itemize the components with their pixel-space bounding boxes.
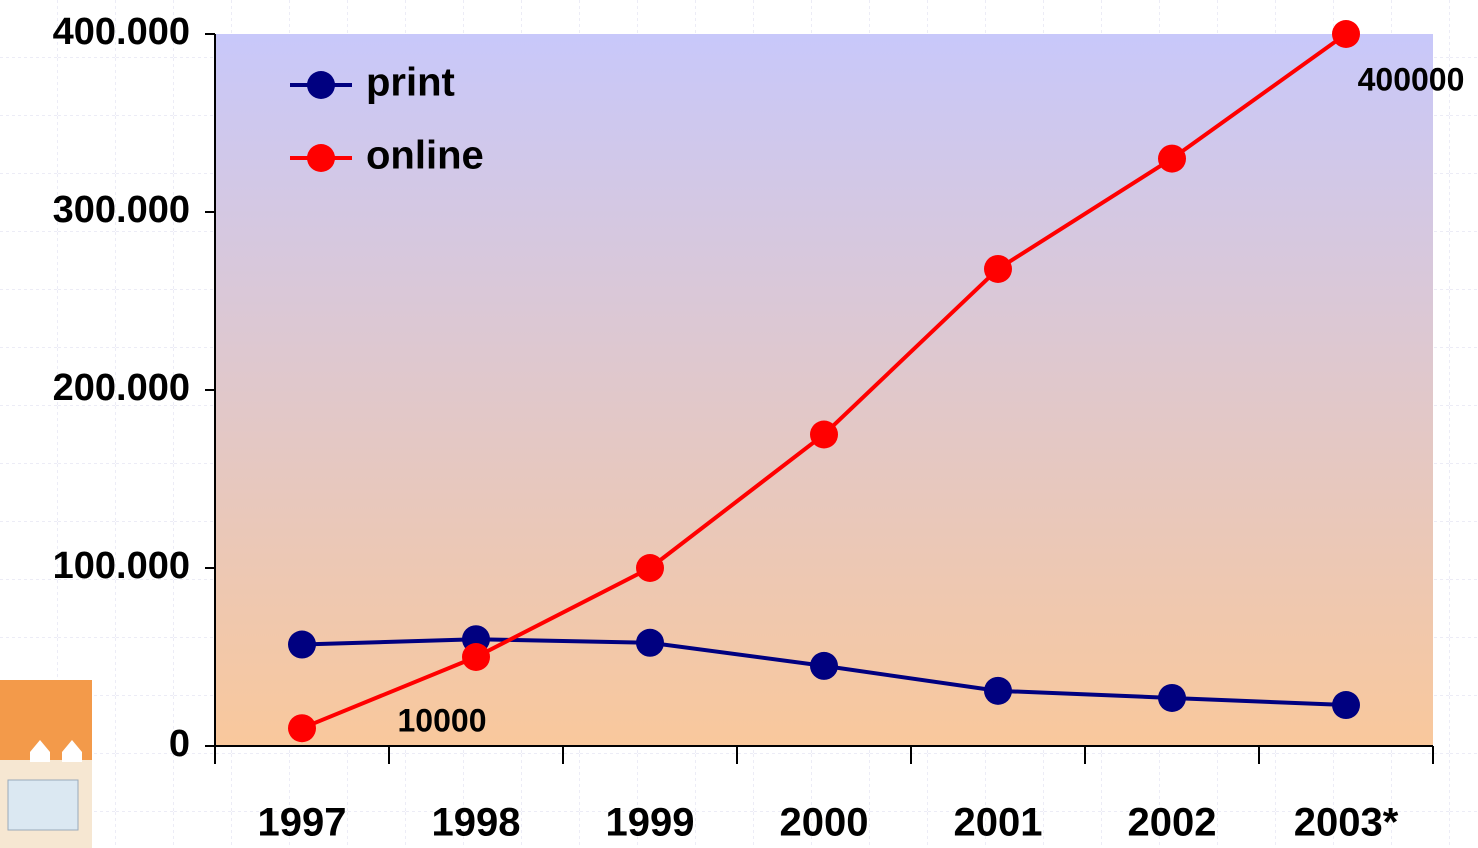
x-tick-label: 2002 [1128,801,1217,845]
y-tick-label: 100.000 [53,545,190,587]
x-tick-label: 1999 [606,801,695,845]
x-tick-label: 1998 [432,801,521,845]
data-point [636,629,664,657]
y-tick-label: 200.000 [53,367,190,409]
data-point [288,631,316,659]
data-point [984,255,1012,283]
x-tick-label: 2000 [780,801,869,845]
x-tick-label: 2003* [1294,801,1399,845]
data-point [1332,20,1360,48]
y-tick-label: 0 [169,723,190,765]
data-point [1332,691,1360,719]
legend-marker [307,144,335,172]
data-point [288,714,316,742]
chart: 0 100.000 200.000 300.000 400.000 1997 1998 199… [0,0,1478,848]
data-point [636,554,664,582]
data-label: 400000 [1358,61,1465,97]
legend-label: online [366,134,484,178]
legend-label: print [366,61,455,105]
page: {"chart_data": {"type": "line", "categor… [0,0,1478,848]
data-point [462,643,490,671]
legend-marker [307,71,335,99]
data-point [1158,684,1186,712]
data-label: 10000 [398,703,487,739]
data-point [810,652,838,680]
data-point [984,677,1012,705]
data-point [1158,145,1186,173]
data-point [810,421,838,449]
house-illustration [0,680,92,848]
x-tick-label: 1997 [258,801,347,845]
y-tick-label: 300.000 [53,189,190,231]
y-tick-label: 400.000 [53,11,190,53]
x-tick-label: 2001 [954,801,1043,845]
